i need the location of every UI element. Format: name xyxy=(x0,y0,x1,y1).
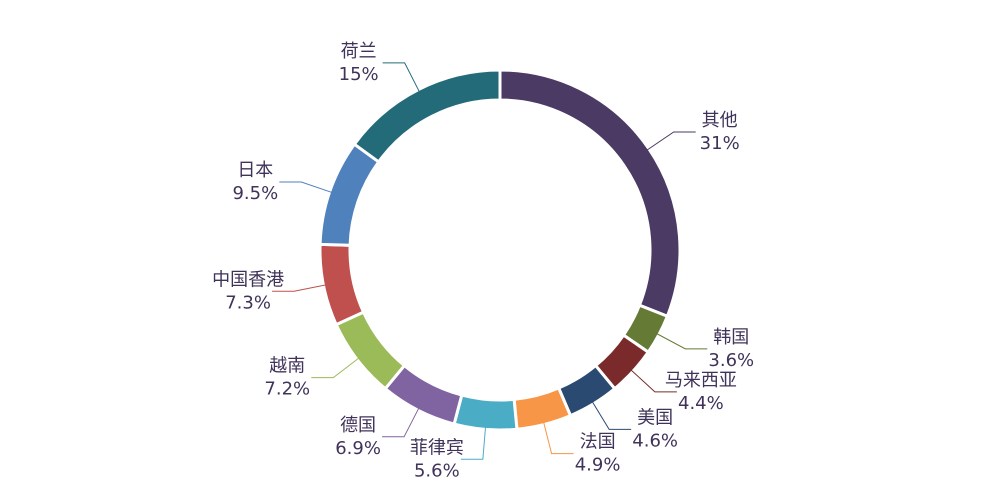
slice-label: 菲律宾 xyxy=(410,437,464,458)
slice-label: 其他 xyxy=(702,110,738,131)
donut-slice xyxy=(512,386,573,431)
slice-label: 法国 xyxy=(580,432,616,453)
slice-label: 中国香港 xyxy=(212,269,284,290)
slice-value: 31% xyxy=(700,133,740,154)
slice-label: 韩国 xyxy=(713,327,749,348)
leader-line xyxy=(644,131,696,153)
donut-slice xyxy=(498,68,682,319)
leader-line xyxy=(382,62,421,95)
donut-slice xyxy=(318,142,381,247)
slice-value: 7.2% xyxy=(264,379,310,400)
leader-line xyxy=(654,331,708,350)
leader-line xyxy=(272,283,329,292)
leader-line xyxy=(279,181,335,194)
leader-line xyxy=(542,419,574,455)
slice-value: 5.6% xyxy=(414,460,460,481)
slice-value: 9.5% xyxy=(232,183,278,204)
slice-value: 3.6% xyxy=(708,350,754,371)
leader-line xyxy=(628,367,677,393)
slice-value: 6.9% xyxy=(335,438,381,459)
slice-label: 马来西亚 xyxy=(665,370,737,391)
slice-value: 4.6% xyxy=(632,430,678,451)
slice-label: 德国 xyxy=(340,415,376,436)
donut-slice xyxy=(352,68,502,164)
leader-line xyxy=(590,399,632,430)
slice-value: 4.4% xyxy=(678,393,724,414)
slice-label: 荷兰 xyxy=(341,41,377,62)
slice-value: 15% xyxy=(339,64,379,85)
slice-label: 日本 xyxy=(237,160,273,181)
leader-line xyxy=(382,405,421,438)
slice-value: 4.9% xyxy=(575,455,621,476)
slice-label: 越南 xyxy=(269,356,305,377)
leader-line xyxy=(460,424,487,460)
slice-label: 美国 xyxy=(637,407,673,428)
leader-line xyxy=(311,355,362,379)
slice-value: 7.3% xyxy=(225,292,271,313)
donut-slice xyxy=(334,310,407,391)
